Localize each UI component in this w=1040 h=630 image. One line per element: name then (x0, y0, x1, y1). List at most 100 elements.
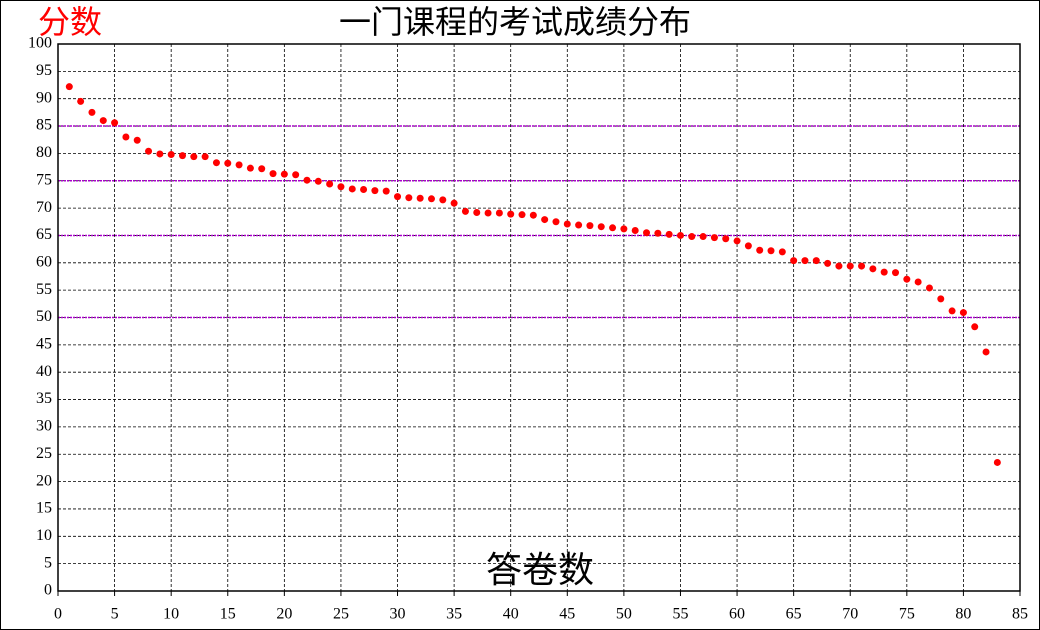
point (439, 196, 447, 204)
y-tick-label: 25 (36, 445, 52, 462)
y-axis-label: 分数 (38, 3, 102, 41)
point (993, 458, 1001, 466)
point (665, 230, 673, 238)
x-tick-label: 30 (390, 606, 406, 623)
point (88, 108, 96, 116)
point (99, 117, 107, 125)
y-tick-label: 5 (44, 554, 52, 571)
x-tick-label: 70 (842, 606, 858, 623)
point (235, 161, 243, 169)
point (790, 257, 798, 265)
point (122, 133, 130, 141)
point (371, 187, 379, 195)
point (744, 242, 752, 250)
x-tick-label: 85 (1012, 606, 1028, 623)
y-tick-label: 10 (36, 527, 52, 544)
point (145, 147, 153, 155)
point (756, 246, 764, 254)
y-tick-label: 15 (36, 500, 52, 517)
point (269, 170, 277, 178)
point (914, 278, 922, 286)
point (586, 222, 594, 230)
x-tick-label: 10 (163, 606, 179, 623)
y-tick-label: 60 (36, 253, 52, 270)
y-tick-label: 90 (36, 89, 52, 106)
point (326, 180, 334, 188)
x-axis-label: 答卷数 (486, 550, 594, 591)
point (133, 136, 141, 144)
y-tick-label: 85 (36, 117, 52, 134)
point (609, 224, 617, 232)
point (246, 164, 254, 172)
y-tick-label: 95 (36, 62, 52, 79)
x-tick-label: 50 (616, 606, 632, 623)
point (337, 183, 345, 191)
point (722, 235, 730, 243)
point (65, 83, 73, 91)
point (473, 208, 481, 216)
point (688, 233, 696, 241)
x-tick-label: 15 (220, 606, 236, 623)
point (676, 231, 684, 239)
point (858, 262, 866, 270)
y-tick-label: 30 (36, 418, 52, 435)
point (224, 159, 232, 167)
y-tick-label: 35 (36, 390, 52, 407)
x-tick-label: 40 (503, 606, 519, 623)
point (178, 152, 186, 160)
point (190, 153, 198, 161)
point (416, 194, 424, 202)
point (812, 257, 820, 265)
point (801, 257, 809, 265)
point (529, 211, 537, 219)
point (314, 177, 322, 185)
point (733, 237, 741, 245)
point (212, 159, 220, 167)
point (280, 170, 288, 178)
point (450, 199, 458, 207)
point (982, 348, 990, 356)
point (167, 150, 175, 158)
x-tick-label: 5 (111, 606, 119, 623)
x-tick-label: 0 (54, 606, 62, 623)
y-tick-label: 70 (36, 199, 52, 216)
point (77, 97, 85, 105)
x-tick-label: 20 (276, 606, 292, 623)
point (778, 248, 786, 256)
point (563, 220, 571, 228)
point (643, 229, 651, 237)
point (835, 262, 843, 270)
point (552, 218, 560, 226)
point (360, 186, 368, 194)
point (824, 259, 832, 267)
x-tick-label: 55 (672, 606, 688, 623)
chart-title: 一门课程的考试成绩分布 (339, 3, 691, 41)
point (948, 307, 956, 315)
y-tick-label: 0 (44, 582, 52, 599)
point (959, 309, 967, 317)
point (869, 265, 877, 273)
point (699, 233, 707, 241)
point (495, 209, 503, 217)
y-tick-label: 55 (36, 281, 52, 298)
point (597, 223, 605, 231)
point (903, 275, 911, 283)
y-tick-label: 80 (36, 144, 52, 161)
point (427, 195, 435, 203)
point (541, 216, 549, 224)
point (484, 209, 492, 217)
point (880, 268, 888, 276)
y-tick-label: 50 (36, 308, 52, 325)
y-tick-label: 100 (28, 35, 52, 52)
point (937, 295, 945, 303)
point (111, 119, 119, 127)
x-tick-label: 75 (899, 606, 915, 623)
point (631, 227, 639, 235)
point (620, 225, 628, 233)
point (156, 150, 164, 158)
point (258, 165, 266, 173)
point (405, 194, 413, 202)
point (971, 323, 979, 331)
